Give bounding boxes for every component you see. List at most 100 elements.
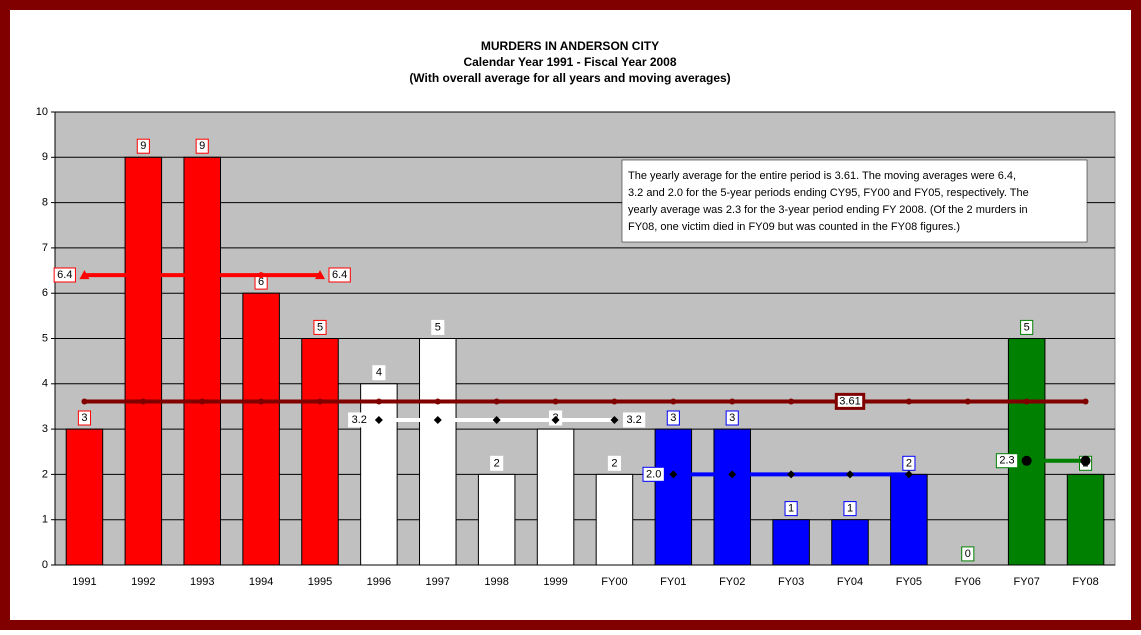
data-label: 3 <box>81 412 87 424</box>
bar <box>831 519 869 566</box>
y-tick-label: 9 <box>42 151 48 163</box>
data-label-box <box>666 410 680 426</box>
marker <box>669 470 678 479</box>
marker <box>905 398 912 405</box>
bar <box>654 428 693 566</box>
bar <box>595 473 634 566</box>
data-label-box <box>642 466 665 482</box>
data-label: 2.0 <box>646 468 661 480</box>
marker <box>904 470 913 479</box>
data-label-box <box>725 410 739 426</box>
x-tick-label: 1997 <box>426 576 450 588</box>
x-tick-label: FY04 <box>837 576 863 588</box>
data-label: 6 <box>258 276 264 288</box>
bar <box>360 383 398 566</box>
bar <box>124 156 163 566</box>
chart-subtitle: (With overall average for all years and … <box>409 71 730 85</box>
data-label-box <box>431 319 445 335</box>
data-label: 9 <box>199 140 205 152</box>
y-tick-label: 8 <box>42 197 48 209</box>
data-label: 2.3 <box>999 455 1014 467</box>
bar <box>713 428 751 566</box>
marker <box>610 416 619 425</box>
data-label-box <box>961 546 975 562</box>
data-label: 1 <box>847 503 853 515</box>
y-tick-label: 4 <box>42 378 48 390</box>
marker <box>1082 398 1089 405</box>
marker <box>79 270 90 280</box>
data-label: 5 <box>435 321 441 333</box>
data-label: 2 <box>906 457 912 469</box>
marker <box>670 398 677 405</box>
bar <box>1066 473 1105 566</box>
bar <box>477 473 516 566</box>
marker <box>611 398 618 405</box>
x-tick-label: 1994 <box>249 576 273 588</box>
data-label: 1 <box>788 503 794 515</box>
marker <box>199 398 206 405</box>
bar <box>890 473 928 566</box>
marker <box>493 398 500 405</box>
bar <box>242 292 280 566</box>
data-label-box <box>1020 319 1034 335</box>
marker <box>551 416 560 425</box>
annotation: yearly average was 2.3 for the 3-year pe… <box>628 204 1028 216</box>
data-label: 2 <box>494 457 500 469</box>
y-tick-label: 0 <box>42 559 48 571</box>
data-label: 6.4 <box>57 269 72 281</box>
x-tick-label: FY01 <box>660 576 686 588</box>
marker <box>492 416 501 425</box>
marker <box>1080 455 1091 466</box>
marker <box>1023 398 1030 405</box>
data-label-box <box>77 410 92 426</box>
marker <box>375 398 382 405</box>
marker <box>728 470 737 479</box>
marker <box>258 398 265 405</box>
x-tick-label: 1993 <box>190 576 214 588</box>
marker <box>729 398 736 405</box>
marker <box>788 398 795 405</box>
data-label-box <box>313 319 327 335</box>
data-label: 5 <box>1024 321 1030 333</box>
data-label: 3.61 <box>839 395 860 407</box>
marker <box>434 398 441 405</box>
chart-subtitle: Calendar Year 1991 - Fiscal Year 2008 <box>463 55 676 69</box>
data-label-box <box>53 267 76 283</box>
data-label: 9 <box>140 140 146 152</box>
x-tick-label: FY05 <box>896 576 922 588</box>
marker <box>787 470 796 479</box>
marker <box>315 270 325 280</box>
y-tick-label: 1 <box>42 514 48 526</box>
marker <box>846 470 854 479</box>
y-tick-label: 7 <box>42 242 48 254</box>
data-label: 3 <box>670 412 676 424</box>
data-label: 6.4 <box>332 269 347 281</box>
marker <box>964 398 971 405</box>
data-label-box <box>843 501 857 517</box>
y-tick-label: 5 <box>42 332 48 344</box>
bar <box>1007 338 1046 566</box>
bar <box>419 338 457 566</box>
marker <box>140 398 147 405</box>
data-label-box <box>372 365 386 381</box>
bar <box>301 338 339 566</box>
data-label: 3 <box>729 412 735 424</box>
marker <box>374 416 383 425</box>
data-label: 2 <box>611 457 617 469</box>
data-label: 4 <box>376 367 382 379</box>
x-tick-label: FY02 <box>719 576 745 588</box>
data-label-box <box>136 138 150 154</box>
marker <box>81 398 88 405</box>
data-label-box <box>348 412 371 428</box>
x-tick-label: 1991 <box>72 576 96 588</box>
data-label-box <box>195 138 209 154</box>
marker <box>433 416 442 425</box>
x-tick-label: 1999 <box>543 576 567 588</box>
x-tick-label: FY07 <box>1014 576 1040 588</box>
bar <box>65 428 104 566</box>
annotation: 3.2 and 2.0 for the 5-year periods endin… <box>628 187 1029 199</box>
data-label-box <box>902 455 916 471</box>
annotation: The yearly average for the entire period… <box>628 170 1016 182</box>
